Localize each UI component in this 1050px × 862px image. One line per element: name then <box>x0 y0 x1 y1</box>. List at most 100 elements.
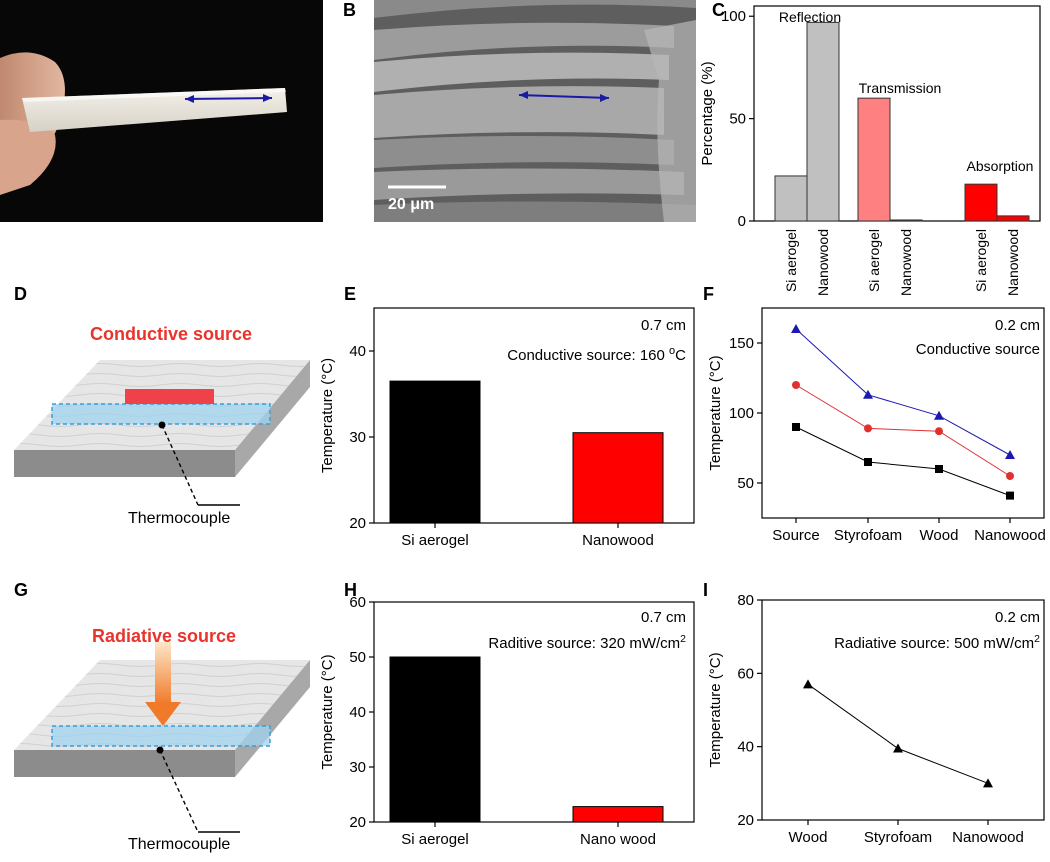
bar <box>389 656 481 823</box>
annotation-source: Raditive source: 320 mW/cm2 <box>488 633 686 652</box>
data-point <box>935 427 943 436</box>
y-tick-label: 50 <box>349 649 366 666</box>
x-tick-label: Nanowood <box>974 527 1046 544</box>
y-tick-label: 50 <box>737 475 754 492</box>
x-tick-label: Source <box>772 527 820 544</box>
conductive-temperature-bar-chart: 20 30 40 Temperature (°C) Si aerogel Nanowood… <box>319 307 695 549</box>
x-tick-label: Nanowood <box>898 229 914 296</box>
bar <box>389 380 481 524</box>
panel-label-b: B <box>343 0 356 20</box>
data-point <box>792 423 800 431</box>
panel-label-f: F <box>703 284 714 304</box>
data-point <box>934 410 944 420</box>
x-tick-label: Si aerogel <box>783 229 799 292</box>
x-tick-label: Si aerogel <box>401 831 469 848</box>
y-tick-label: 0 <box>738 213 746 230</box>
data-point <box>791 324 801 333</box>
bar <box>996 215 1030 222</box>
y-tick-label: 60 <box>737 665 754 682</box>
x-tick-label: Si aerogel <box>401 532 469 549</box>
bar <box>964 183 998 222</box>
bar <box>889 219 923 222</box>
bar <box>572 806 664 823</box>
radiation-beam-icon <box>155 642 171 704</box>
x-tick-label: Styrofoam <box>834 527 902 544</box>
conductive-heater-icon <box>125 389 214 404</box>
thermocouple-label: Thermocouple <box>128 836 231 853</box>
panel-label-e: E <box>344 284 357 304</box>
data-point <box>863 389 873 399</box>
group-label: Absorption <box>967 158 1034 174</box>
y-tick-label: 30 <box>349 759 366 776</box>
annotation-thickness: 0.2 cm <box>995 609 1040 626</box>
y-tick-label: 30 <box>349 429 366 446</box>
annotation-source: Conductive source <box>916 341 1040 358</box>
data-point <box>803 679 813 689</box>
data-point <box>935 465 943 473</box>
y-tick-label: 60 <box>349 594 366 611</box>
source-label: Conductive source <box>90 324 253 344</box>
annotation-source: Conductive source: 160 oC <box>507 345 686 364</box>
annotation-thickness: 0.7 cm <box>641 317 686 334</box>
data-point <box>864 458 872 466</box>
data-point <box>792 381 800 389</box>
bar <box>857 97 891 222</box>
bar <box>774 175 808 222</box>
y-tick-label: 20 <box>349 515 366 532</box>
source-label: Radiative source <box>92 626 237 646</box>
series-line <box>795 328 1011 456</box>
y-tick-label: 100 <box>721 8 746 25</box>
y-tick-label: 40 <box>349 343 366 360</box>
annotation-thickness: 0.2 cm <box>995 317 1040 334</box>
group-label: Reflection <box>779 9 841 25</box>
group-label: Transmission <box>859 80 942 96</box>
annotation-thickness: 0.7 cm <box>641 609 686 626</box>
y-tick-label: 20 <box>737 812 754 829</box>
conductive-temperature-line-chart: 50 100 150 Temperature (°C) Source Styrofoam W… <box>707 307 1046 544</box>
x-tick-label: Nano wood <box>580 831 656 848</box>
y-tick-label: 80 <box>737 592 754 609</box>
optical-properties-chart: 0 50 100 Percentage (%) Si aerogel Nanowood Re… <box>700 5 1041 296</box>
data-point <box>1006 472 1014 480</box>
series-line <box>807 683 989 784</box>
data-point <box>983 778 993 788</box>
x-tick-label: Si aerogel <box>973 229 989 292</box>
y-tick-label: 150 <box>729 335 754 352</box>
y-axis-label: Temperature (°C) <box>319 358 336 473</box>
y-tick-label: 20 <box>349 814 366 831</box>
y-tick-label: 40 <box>737 739 754 756</box>
data-point <box>1006 491 1014 500</box>
x-tick-label: Nanowood <box>815 229 831 296</box>
bar <box>806 21 840 222</box>
bar <box>572 432 664 524</box>
y-axis-label: Temperature (°C) <box>319 654 336 769</box>
x-tick-label: Wood <box>789 829 828 846</box>
data-point <box>864 424 872 433</box>
data-point <box>1005 450 1015 459</box>
sem-micrograph: 20 μm <box>374 0 696 222</box>
series-line <box>795 426 1011 497</box>
arrow-down-icon <box>145 702 181 726</box>
x-tick-label: Si aerogel <box>866 229 882 292</box>
y-axis-label: Temperature (°C) <box>707 355 724 470</box>
y-axis-label: Percentage (%) <box>700 61 716 165</box>
panel-label-d: D <box>14 284 27 304</box>
annotation-source: Radiative source: 500 mW/cm2 <box>834 633 1040 652</box>
thermocouple-label: Thermocouple <box>128 510 231 527</box>
data-point <box>893 743 903 753</box>
scale-bar-label: 20 μm <box>388 196 435 213</box>
plot-frame <box>761 599 1045 821</box>
x-tick-label: Nanowood <box>1005 229 1021 296</box>
x-tick-label: Nanowood <box>952 829 1024 846</box>
y-tick-label: 50 <box>729 111 746 128</box>
panel-label-g: G <box>14 580 29 600</box>
radiative-temperature-line-chart: 20 40 60 80 Temperature (°C) Wood Styrofoam Nan… <box>707 592 1045 846</box>
plot-frame <box>373 307 695 524</box>
y-tick-label: 100 <box>729 405 754 422</box>
nanowood-sample-photo <box>0 0 323 222</box>
radiative-temperature-bar-chart: 20 30 40 50 60 Temperature (°C) Si aerogel Nano… <box>319 594 695 848</box>
plot-frame <box>761 307 1045 519</box>
conductive-setup-diagram: Conductive source Thermocouple <box>0 300 330 540</box>
x-tick-label: Wood <box>920 527 959 544</box>
panel-label-c: C <box>712 0 725 20</box>
